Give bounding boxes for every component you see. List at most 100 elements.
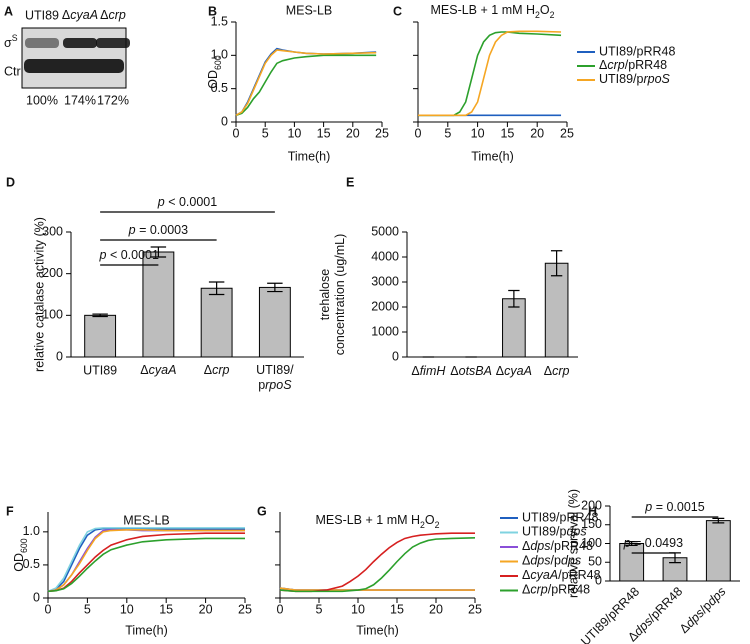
sigma-band [25, 38, 59, 48]
text-part: 2 [550, 10, 555, 20]
text-part: fimH [420, 364, 447, 378]
panel-letter: D [6, 175, 15, 189]
text-part: /pRR48 [548, 583, 590, 597]
x-tick-label: ΔotsBA [450, 364, 492, 378]
y-axis-label: relative catalase activity (%) [32, 217, 46, 372]
y-tick-label: 1.0 [211, 48, 228, 62]
text-part: Δ [450, 364, 458, 378]
text-part: otsBA [459, 364, 492, 378]
x-tick-label: 0 [277, 602, 284, 616]
text-part: /pRR48 [625, 58, 667, 72]
text-part: = 0.0015 [652, 500, 705, 514]
x-tick-label: 20 [530, 126, 544, 140]
series-line [279, 532, 475, 593]
bar [84, 314, 117, 358]
x-tick-label: UTI89/prpoS [256, 363, 294, 392]
x-axis-label: Time(h) [125, 623, 168, 637]
x-tick-label: 0 [233, 126, 240, 140]
x-tick-label: 25 [375, 126, 389, 140]
x-tick-label: 15 [500, 126, 514, 140]
chart-title: MES-LB + 1 mM H2O2 [430, 3, 554, 20]
x-tick-label: 0 [45, 602, 52, 616]
panel-letter: A [4, 4, 13, 18]
bar [200, 287, 233, 358]
text-part: Δ [100, 8, 108, 22]
y-tick-label: 200 [42, 266, 63, 280]
text-part: p [157, 195, 165, 209]
y-axis-label: OD600 [12, 538, 29, 571]
blot-image [21, 27, 127, 89]
text-part: rpoS [643, 72, 670, 86]
text-part: σ [4, 36, 12, 50]
y-tick-label: 5000 [371, 224, 399, 238]
panel-letter: H [588, 504, 597, 518]
x-tick-label: 10 [287, 126, 301, 140]
row-label: Ctrl [4, 64, 23, 78]
text-part: UTI89/p [522, 525, 567, 539]
x-tick-label: UTI89 [83, 363, 117, 377]
legend-label: UTI89/pRR48 [599, 44, 675, 58]
text-part: /pRR48 [646, 585, 686, 625]
series-line [235, 49, 377, 117]
x-tick-label: 5 [316, 602, 323, 616]
panel-letter: F [6, 504, 14, 518]
x-tick-label: 10 [471, 126, 485, 140]
text-part: crp [607, 58, 624, 72]
error-bar [508, 289, 520, 308]
error-bar [550, 250, 563, 277]
text-part: S [12, 33, 18, 43]
text-part: < 0.0001 [165, 195, 218, 209]
y-tick-label: 0 [392, 349, 399, 363]
series-line [47, 527, 245, 593]
text-part: dps [530, 539, 550, 553]
text-part: MES-LB + 1 mM H [430, 3, 535, 17]
value-label: 174% [64, 93, 96, 107]
text-part: cyaA [149, 363, 177, 377]
lane-label: UTI89 [25, 8, 59, 22]
x-tick-label: 5 [262, 126, 269, 140]
y-tick-label: 50 [588, 555, 602, 569]
text-part: p [99, 248, 107, 262]
bar [544, 262, 569, 358]
panel-letter: C [393, 4, 402, 18]
text-part: Δ [62, 8, 70, 22]
y-tick-label: 0.5 [23, 557, 40, 571]
text-part: Δ [140, 363, 148, 377]
p-value: p < 0.0001 [99, 248, 159, 262]
x-tick-label: 20 [346, 126, 360, 140]
text-part: crp [552, 364, 569, 378]
error-bar [712, 517, 725, 524]
error-bar [208, 281, 225, 296]
x-tick-label: 15 [390, 602, 404, 616]
error-bar [625, 541, 638, 546]
p-value: p = 0.0003 [128, 223, 188, 237]
x-tick-label: 10 [120, 602, 134, 616]
x-tick-label: 20 [199, 602, 213, 616]
series-line [235, 54, 377, 117]
legend-label: UTI89/pRR48 [522, 510, 598, 524]
x-tick-label: Δcrp [204, 363, 230, 377]
text-part: MES-LB + 1 mM H [315, 513, 420, 527]
y-tick-label: 200 [581, 498, 602, 512]
y-tick-label: 150 [581, 517, 602, 531]
p-value: p = 0.0493 [623, 536, 683, 550]
legend-label: Δdps/pRR48 [522, 539, 593, 553]
panel-letter: E [346, 175, 354, 189]
p-value: p < 0.0001 [157, 195, 217, 209]
x-tick-label: 10 [351, 602, 365, 616]
error-bar [150, 246, 167, 258]
text-part: 2 [435, 520, 440, 530]
y-axis-label: relative survival (%) [566, 489, 580, 598]
y-tick-label: 0 [56, 349, 63, 363]
legend-label: ΔcyaA/pRR48 [522, 568, 601, 582]
text-part: /p [551, 554, 561, 568]
value-label: 172% [97, 93, 129, 107]
panel-letter: B [208, 4, 217, 18]
text-part: 600 [213, 55, 223, 70]
text-part: 600 [19, 538, 29, 553]
text-part: Δ [599, 58, 607, 72]
y-tick-label: 300 [42, 224, 63, 238]
y-tick-label: 0 [221, 114, 228, 128]
lane-label: ΔcyaA [62, 8, 98, 22]
